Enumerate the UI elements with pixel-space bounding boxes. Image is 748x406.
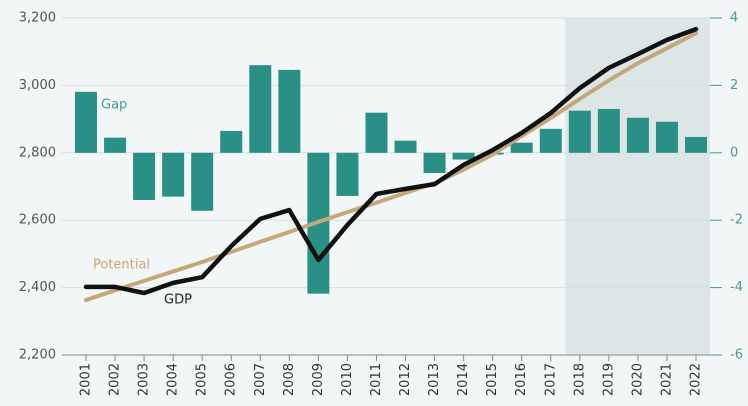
x-tick-label: 2013 (427, 363, 442, 396)
bar (452, 152, 475, 160)
y2-tick-label: 0 (730, 145, 738, 160)
y-tick-label: 2,800 (19, 145, 56, 160)
x-tick-label: 2022 (689, 363, 704, 396)
forecast-shade (565, 18, 710, 355)
bar (75, 91, 97, 153)
bar (394, 140, 417, 153)
bar (220, 130, 243, 153)
bar (133, 152, 156, 200)
x-tick-label: 2014 (456, 363, 471, 396)
bar (365, 112, 388, 153)
series-label: GDP (164, 293, 192, 308)
y-tick-label: 2,600 (19, 213, 56, 228)
x-tick-label: 2001 (79, 363, 94, 396)
x-tick-label: 2018 (572, 363, 587, 396)
series-label: Potential (93, 258, 150, 273)
line-potential (84, 31, 698, 303)
x-tick-label: 2016 (514, 363, 529, 396)
bar (336, 152, 359, 196)
y2-tick-label: -2 (730, 213, 743, 228)
x-tick-label: 2008 (282, 363, 297, 396)
bar (191, 152, 214, 211)
x-tick-label: 2019 (601, 363, 616, 396)
x-tick-label: 2007 (253, 363, 268, 396)
x-tick-label: 2006 (224, 363, 239, 396)
bar (104, 137, 127, 153)
y-tick-label: 3,000 (19, 78, 56, 93)
x-tick-label: 2004 (166, 363, 181, 396)
x-tick-label: 2002 (108, 363, 123, 396)
x-tick-label: 2011 (369, 363, 384, 396)
bar (626, 117, 649, 153)
y-tick-label: 2,400 (19, 280, 56, 295)
bar (278, 69, 301, 153)
bar (597, 108, 620, 153)
y2-tick-label: -4 (730, 280, 743, 295)
x-tick-label: 2021 (659, 363, 674, 396)
x-tick-label: 2015 (485, 363, 500, 396)
bar (249, 65, 272, 153)
y2-tick-label: -6 (730, 348, 743, 363)
x-tick-label: 2003 (137, 363, 152, 396)
x-tick-label: 2017 (543, 363, 558, 396)
bar (568, 110, 591, 153)
line-gdp (83, 26, 699, 296)
series-label: Gap (101, 98, 127, 113)
x-tick-label: 2009 (311, 363, 326, 396)
bar (510, 142, 533, 153)
bar (539, 128, 562, 153)
y-tick-label: 2,200 (19, 348, 56, 363)
y-tick-label: 3,200 (19, 11, 56, 26)
y2-tick-label: 2 (730, 78, 738, 93)
bar (162, 152, 185, 197)
bar (685, 136, 707, 153)
x-tick-label: 2020 (630, 363, 645, 396)
y2-tick-label: 4 (730, 11, 738, 26)
x-tick-label: 2005 (195, 363, 210, 396)
bar (423, 152, 446, 174)
x-tick-label: 2012 (398, 363, 413, 396)
bar (655, 121, 678, 153)
x-tick-label: 2010 (340, 363, 355, 396)
